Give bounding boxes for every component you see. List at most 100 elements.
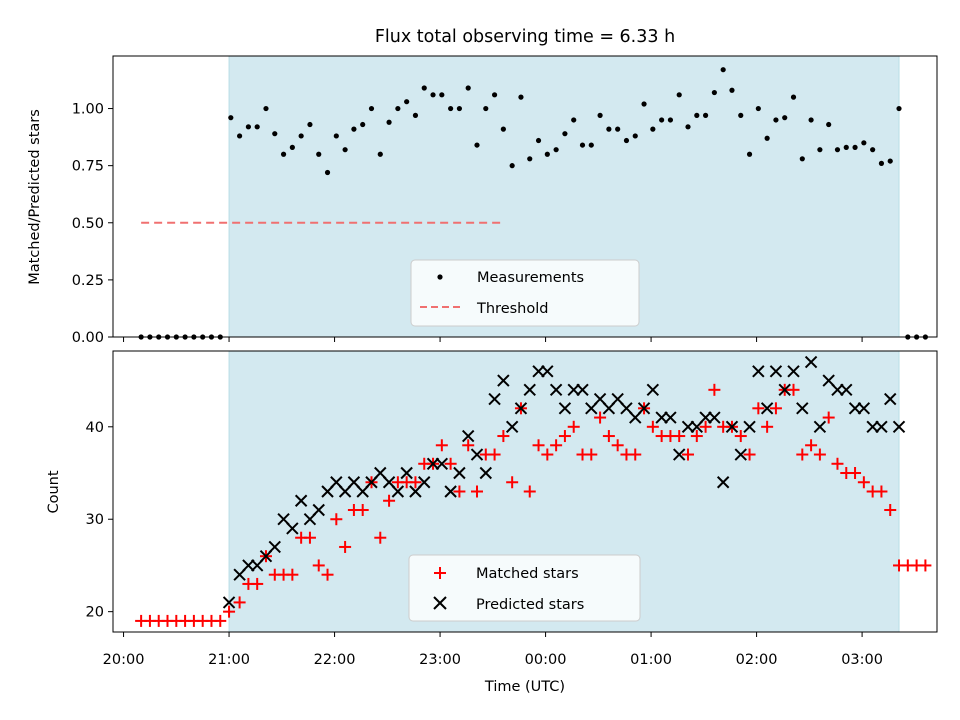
x-axis-label: Time (UTC) [484,679,565,695]
predicted-star-point [461,429,475,443]
y-tick-label: 20 [86,605,104,621]
measurement-point [448,105,454,112]
measurement-point [544,151,550,157]
measurement-point [272,131,278,137]
measurement-point [623,137,630,144]
measurement-point [782,115,788,121]
predicted-star-point [479,466,492,480]
legend-label-threshold: Threshold [476,301,548,317]
legend-marker-predicted [433,596,447,610]
matched-star-point [444,457,457,470]
x-tick-label: 20:00 [103,652,145,668]
matched-star-point [497,430,510,443]
legend-marker-measurements [437,274,443,280]
matched-star-point [383,494,396,507]
measurement-point [755,105,761,112]
predicted-star-point [857,402,871,415]
measurement-point [711,89,717,96]
predicted-star-point [391,485,405,498]
matched-star-point [453,485,466,498]
predicted-star-point [400,466,413,480]
measurement-point [676,92,682,98]
predicted-star-point [532,365,545,378]
matched-star-point [857,476,870,489]
predicted-star-point [892,420,906,434]
measurement-point [316,151,322,157]
measurement-point [685,124,691,130]
predicted-star-point [312,503,325,517]
measurement-point [773,117,779,123]
measurement-point [571,117,577,123]
predicted-star-point [567,383,580,397]
matched-star-point [690,430,703,443]
predicted-star-point [664,411,677,424]
x-tick-label: 03:00 [841,652,883,668]
measurement-point [870,147,876,153]
measurement-point [588,142,594,148]
predicted-star-point [426,457,440,470]
matched-star-point [682,448,695,461]
predicted-star-point [286,522,299,535]
measurement-point [465,85,471,91]
predicted-star-point [884,392,897,406]
matched-star-point [214,614,227,627]
predicted-star-point [734,448,747,461]
matched-star-point [462,439,475,452]
y-tick-label: 0.25 [72,273,104,289]
measurement-point [483,105,489,112]
legend-marker-matched [434,567,446,579]
measurement-point [896,105,902,112]
matched-star-point [470,485,483,498]
legend-top-box [410,259,640,327]
predicted-star-point [743,420,756,434]
matched-star-point [708,383,721,396]
matched-star-point [805,439,818,452]
predicted-star-point [875,420,888,434]
measurement-point [562,131,568,137]
predicted-star-point [418,476,431,489]
matched-star-point [409,476,422,489]
matched-star-point [223,605,236,618]
measurement-point [439,92,445,98]
panel-bottom-count: 20 30 40 20:00 21:00 22:00 23:00 00:00 01:00 02:0… [86,350,938,668]
measurement-point [342,147,348,153]
predicted-star-point [470,448,484,461]
predicted-star-point [549,383,563,397]
matched-star-point [286,568,299,581]
matched-star-point [330,513,343,526]
matched-star-point [787,383,800,396]
matched-star-point [488,448,501,461]
matched-star-point [550,439,563,452]
legend-bottom: Matched stars Predicted stars [408,554,641,622]
matched-star-point [251,577,264,590]
matched-star-point [646,420,659,433]
measurement-point [280,151,287,157]
predicted-star-point [708,411,721,424]
chart-title: Flux total observing time = 6.33 h [375,27,675,47]
matched-star-point [629,448,642,461]
measurement-point [632,133,638,139]
y-axis-label-count: Count [46,470,62,513]
legend-top: Measurements Threshold [410,259,640,327]
predicted-star-point [655,411,668,424]
predicted-star-point [523,383,536,397]
predicted-star-point [840,383,853,397]
matched-star-point [752,402,765,415]
matched-star-point [699,420,712,433]
measurement-point [412,112,419,118]
measurement-point [834,147,841,153]
measurement-point [720,67,726,73]
y-tick-label: 1.00 [72,102,104,118]
matched-star-point [339,540,352,553]
measurement-point [650,126,656,132]
predicted-star-point [813,420,827,434]
matched-star-point [761,420,774,433]
measurement-point [333,133,339,139]
measurement-point [729,87,735,93]
measurement-point [852,144,858,150]
measurement-point [579,142,586,148]
measurement-point [817,147,823,153]
measurement-point [456,105,463,112]
matched-star-point [356,503,369,516]
predicted-star-point [787,365,800,378]
